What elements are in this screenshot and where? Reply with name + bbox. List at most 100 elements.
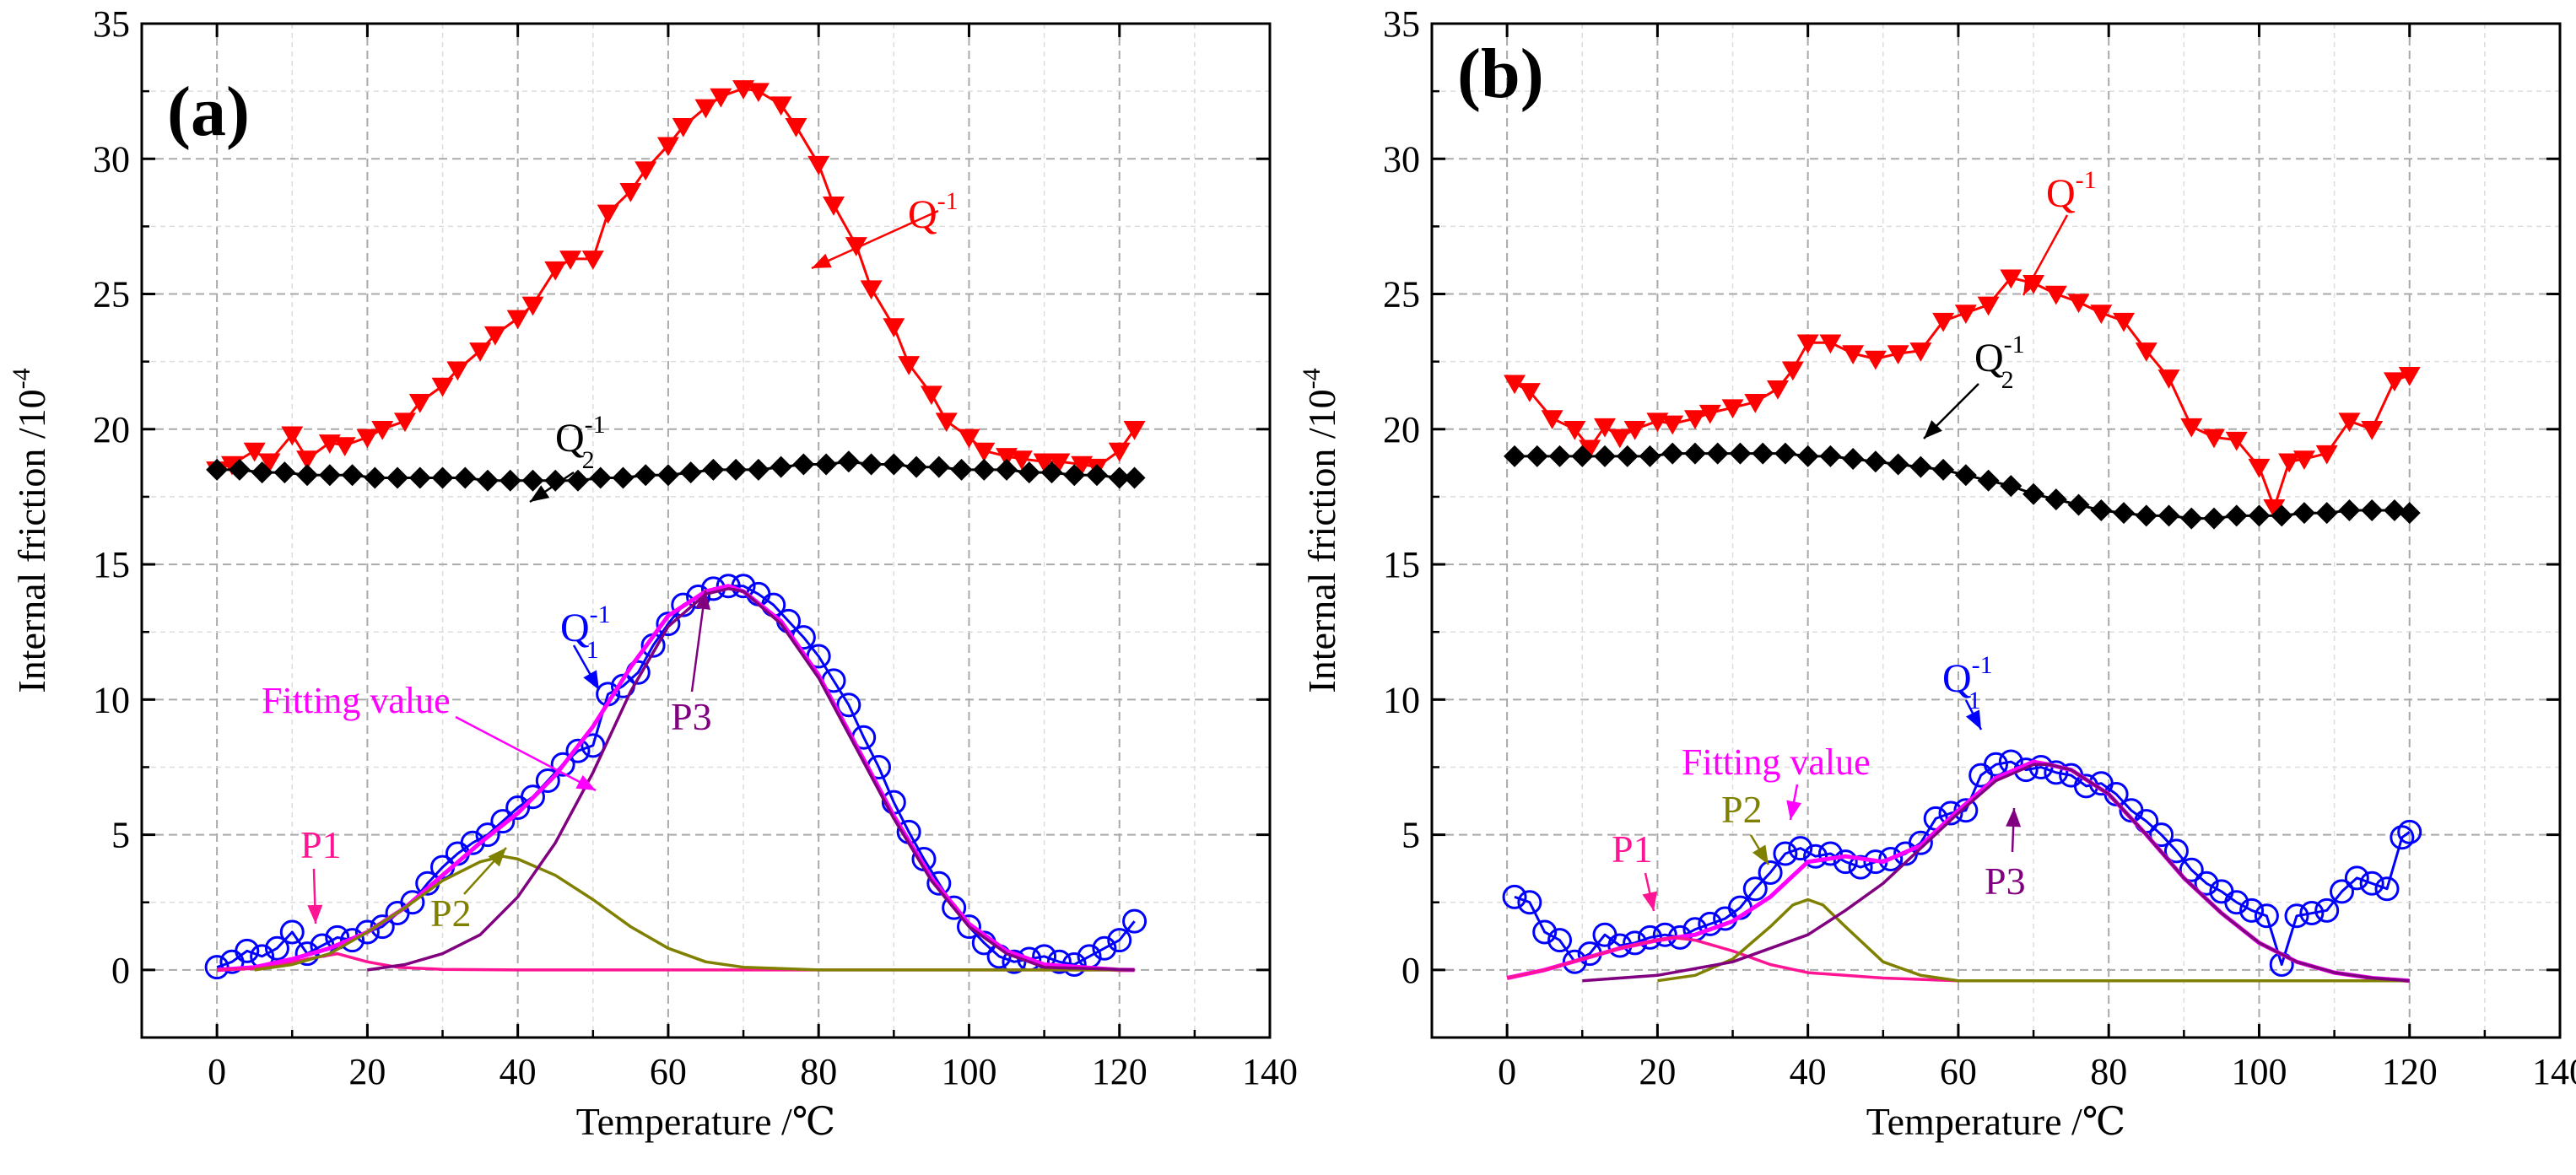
- data-point-q: [1909, 342, 1932, 362]
- data-point-q: [469, 342, 492, 362]
- data-point-q2: [2113, 502, 2136, 525]
- data-point-q: [483, 326, 506, 346]
- data-point-q2: [1040, 461, 1063, 484]
- data-point-q2: [860, 453, 883, 476]
- data-point-q2: [635, 464, 657, 487]
- data-point-q2: [656, 464, 679, 487]
- data-point-q1: [2330, 879, 2355, 904]
- data-point-q1: [400, 890, 425, 915]
- data-point-q1: [235, 938, 260, 963]
- data-point-q: [1932, 312, 1955, 332]
- x-tick-label: 100: [2231, 1051, 2287, 1092]
- data-point-q1: [836, 693, 861, 718]
- data-point-q1: [956, 914, 981, 940]
- annotation-fitting-value: Fitting value: [1682, 741, 1871, 783]
- data-point-q2: [2398, 502, 2421, 525]
- data-point-q: [860, 280, 883, 300]
- data-point-q1: [2239, 897, 2265, 923]
- data-point-q2: [996, 458, 1018, 481]
- data-point-q: [1796, 334, 1819, 354]
- data-point-q2: [206, 458, 229, 481]
- data-point-q: [883, 318, 905, 337]
- chart-panel-a: 0 20 40 60 80 100 120 140 0 5 10 15 20 25 30 35 Temperat…: [8, 3, 1298, 1143]
- series-line-p3: [1582, 763, 2410, 983]
- data-point-q: [1842, 345, 1865, 365]
- x-tick-label: 40: [500, 1051, 537, 1092]
- data-point-q: [807, 155, 830, 175]
- data-point-q: [747, 83, 770, 103]
- data-point-q2: [1977, 469, 2000, 492]
- series-p2: [1657, 897, 2410, 983]
- data-point-q1: [1938, 800, 1963, 826]
- y-tick-label: 10: [93, 679, 130, 720]
- data-point-q2: [973, 458, 996, 481]
- y-tick-label: 35: [1383, 3, 1420, 45]
- data-point-q: [710, 88, 732, 108]
- data-point-q: [958, 428, 980, 449]
- data-point-q1: [354, 919, 380, 945]
- data-point-q2: [2135, 504, 2157, 527]
- data-point-q1: [1953, 798, 1979, 823]
- data-point-q2: [318, 464, 341, 487]
- data-point-q2: [1123, 466, 1146, 489]
- data-point-q1: [1833, 849, 1858, 875]
- data-point-q2: [1864, 450, 1887, 473]
- y-tick-label: 25: [1383, 274, 1420, 315]
- data-point-q: [2292, 450, 2315, 471]
- data-point-q2: [2292, 502, 2315, 525]
- data-point-q2: [589, 466, 612, 489]
- data-point-q1: [1046, 949, 1072, 974]
- data-point-q1: [1547, 928, 1573, 953]
- data-point-q: [333, 437, 356, 457]
- data-point-q2: [679, 461, 702, 484]
- data-point-q: [898, 356, 921, 375]
- data-point-q: [935, 412, 958, 433]
- data-point-q1: [1092, 935, 1117, 961]
- data-point-q: [393, 412, 416, 433]
- data-point-q: [296, 450, 319, 471]
- series-q2: [1504, 442, 2421, 530]
- data-point-q2: [1752, 442, 1774, 465]
- data-point-q1: [2044, 760, 2069, 785]
- chart-panel-b: 0 20 40 60 80 100 120 140 0 5 10 15 20 25 30 35 Temperat…: [1298, 3, 2576, 1143]
- annotation-p2-arrow-head: [488, 848, 506, 867]
- data-point-q: [1123, 421, 1146, 440]
- data-point-q: [619, 182, 642, 202]
- data-point-q: [1721, 399, 1744, 419]
- data-point-q1: [1803, 844, 1828, 869]
- data-point-q: [243, 442, 266, 462]
- x-tick-label: 100: [941, 1051, 996, 1092]
- data-point-q1: [565, 738, 591, 763]
- data-point-q: [785, 118, 807, 137]
- data-point-q: [1594, 418, 1617, 438]
- data-point-q2: [431, 466, 454, 489]
- data-point-q2: [815, 453, 838, 476]
- annotation-p3: P3: [1985, 860, 2026, 903]
- data-point-q2: [499, 469, 521, 492]
- x-tick-label: 120: [2382, 1051, 2438, 1092]
- data-point-q2: [725, 458, 748, 481]
- data-point-q2: [2067, 493, 2090, 516]
- series-line-q1: [1514, 760, 2411, 966]
- annotation-fitting-value-arrow-line: [455, 715, 597, 792]
- series-line-p2: [1657, 897, 2410, 983]
- data-point-q2: [1819, 445, 1842, 467]
- data-point-q1: [2299, 901, 2325, 926]
- annotation-q2-arrow-head: [1924, 420, 1942, 439]
- y-tick-label: 15: [1383, 544, 1420, 585]
- data-point-q2: [2383, 499, 2406, 521]
- data-point-q: [506, 310, 529, 330]
- data-point-q2: [1571, 445, 1594, 467]
- data-point-q: [1010, 450, 1033, 471]
- x-tick-label: 40: [1790, 1051, 1827, 1092]
- data-point-q1: [2254, 903, 2279, 929]
- panel-label: (b): [1457, 35, 1544, 113]
- y-tick-label: 5: [111, 815, 130, 856]
- annotation-q1: Q-1 1: [1942, 651, 1992, 714]
- data-point-q2: [2271, 504, 2293, 527]
- x-tick-label: 60: [650, 1051, 687, 1092]
- y-tick-label: 30: [1383, 138, 1420, 180]
- x-tick-label: 20: [1639, 1051, 1676, 1092]
- data-point-q: [2278, 453, 2301, 473]
- data-point-q2: [364, 466, 386, 489]
